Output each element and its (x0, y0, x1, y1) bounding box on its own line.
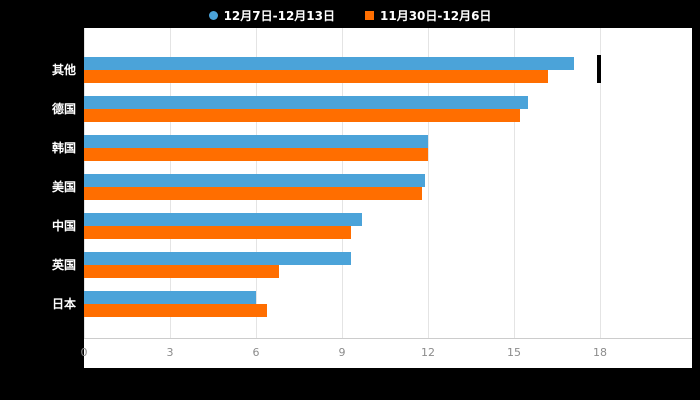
x-tick-label-12: 12 (421, 346, 435, 359)
category-label-韩国: 韩国 (51, 141, 76, 155)
gridline-x15 (514, 28, 515, 338)
bar-series2-其他[interactable] (84, 69, 549, 83)
x-tick-label-6: 6 (252, 346, 260, 359)
bar-series2-英国[interactable] (84, 264, 279, 278)
artifact-mark (597, 55, 601, 83)
bar-series1-日本[interactable] (84, 290, 256, 304)
category-label-英国: 英国 (51, 258, 76, 272)
bar-series2-韩国[interactable] (84, 147, 428, 161)
bar-series2-中国[interactable] (84, 225, 351, 239)
x-tick-label-0: 0 (80, 346, 88, 359)
x-tick-label-15: 15 (507, 346, 521, 359)
bar-series2-美国[interactable] (84, 186, 423, 200)
category-label-中国: 中国 (51, 219, 76, 233)
category-label-美国: 美国 (51, 180, 76, 194)
legend-label-series2: 11月30日-12月6日 (380, 9, 492, 23)
category-label-日本: 日本 (51, 297, 76, 311)
gridline-x18 (600, 28, 601, 338)
bar-series1-英国[interactable] (84, 251, 351, 265)
gridline-x12 (428, 28, 429, 338)
bar-series1-其他[interactable] (84, 56, 575, 70)
bar-series2-德国[interactable] (84, 108, 520, 122)
bar-series1-美国[interactable] (84, 173, 426, 187)
bar-series1-韩国[interactable] (84, 134, 428, 148)
plot-area: 0 3 6 9 12 15 18 (80, 28, 692, 368)
x-tick-label-9: 9 (338, 346, 346, 359)
legend-label-series1: 12月7日-12月13日 (223, 9, 335, 23)
category-label-德国: 德国 (51, 102, 76, 116)
chart-legend: 12月7日-12月13日 11月30日-12月6日 (0, 7, 700, 24)
x-tick-label-18: 18 (593, 346, 607, 359)
legend-square-marker-icon (365, 11, 374, 20)
legend-item-series2[interactable]: 11月30日-12月6日 (365, 7, 491, 24)
bar-series1-德国[interactable] (84, 95, 529, 109)
bar-series1-中国[interactable] (84, 212, 363, 226)
legend-item-series1[interactable]: 12月7日-12月13日 (208, 7, 335, 24)
legend-circle-marker-icon (208, 11, 218, 20)
x-axis-line (84, 338, 692, 339)
x-tick-label-3: 3 (166, 346, 174, 359)
category-label-其他: 其他 (51, 63, 76, 77)
bar-series2-日本[interactable] (84, 303, 268, 317)
